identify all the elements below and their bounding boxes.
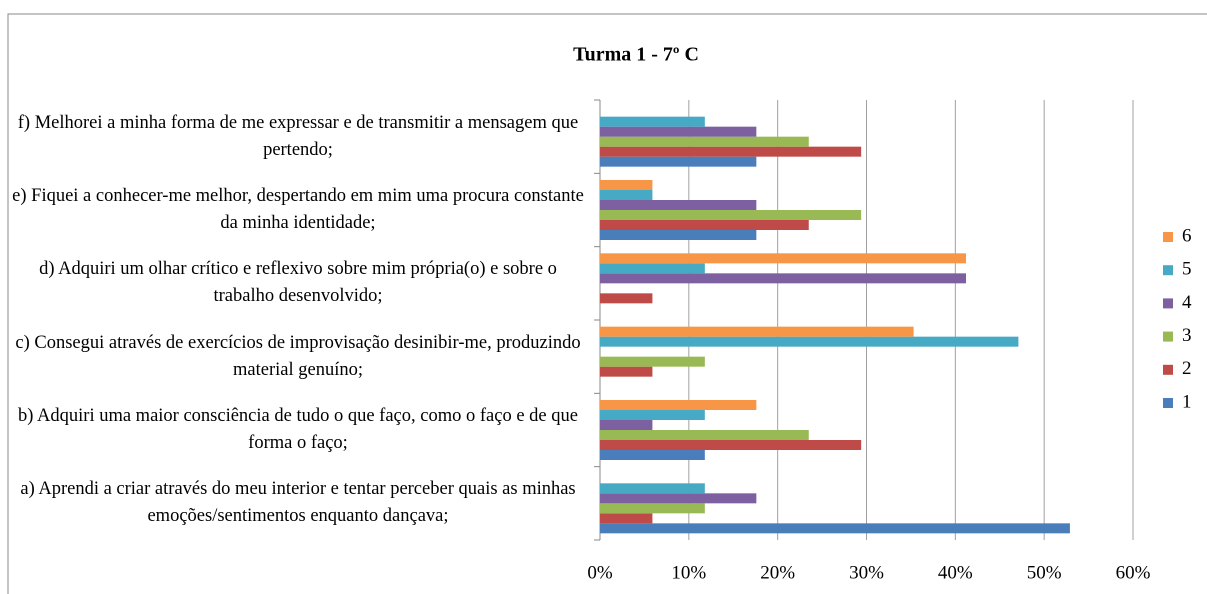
legend-label: 6: [1182, 225, 1192, 246]
y-tick-label: e) Fiquei a conhecer-me melhor, desperta…: [12, 186, 584, 233]
y-tick-label: b) Adquiri uma maior consciência de tudo…: [18, 406, 578, 453]
legend-swatch: [1163, 232, 1173, 242]
bar: [600, 230, 757, 240]
bar: [600, 293, 653, 304]
x-tick-label: 40%: [938, 562, 973, 583]
bar: [600, 116, 705, 127]
bar: [600, 210, 862, 220]
bar: [600, 503, 705, 514]
bar: [600, 263, 705, 274]
bar: [600, 326, 914, 337]
legend-label: 3: [1182, 325, 1192, 346]
bar: [600, 146, 862, 157]
chart-frame: [7, 13, 1207, 594]
bar: [600, 366, 653, 377]
bar: [600, 220, 809, 230]
bar: [600, 180, 653, 190]
x-tick-label: 10%: [671, 562, 706, 583]
legend-label: 1: [1182, 391, 1192, 412]
y-tick-label: a) Aprendi a criar através do meu interi…: [20, 479, 576, 527]
bar: [600, 440, 862, 450]
y-tick-label: f) Melhorei a minha forma de me expressa…: [17, 112, 579, 160]
bar: [600, 156, 757, 167]
x-tick-label: 0%: [587, 562, 613, 583]
chart-title: Turma 1 - 7º C: [573, 44, 699, 66]
bar: [600, 493, 757, 504]
legend-label: 2: [1182, 358, 1192, 379]
bar: [600, 273, 966, 284]
x-tick-label: 60%: [1116, 562, 1151, 583]
legend-swatch: [1163, 265, 1173, 276]
legend-label: 5: [1182, 259, 1192, 280]
bar: [600, 136, 809, 147]
y-tick-label: c) Consegui através de exercícios de imp…: [15, 332, 581, 380]
bar: [600, 253, 966, 264]
bar: [600, 483, 705, 494]
legend-swatch: [1163, 398, 1173, 408]
x-tick-label: 20%: [760, 562, 795, 583]
bar: [600, 356, 705, 367]
legend-swatch: [1163, 298, 1173, 309]
bar: [600, 336, 1019, 347]
bar: [600, 190, 653, 200]
bar: [600, 513, 653, 524]
bar: [600, 450, 705, 460]
bar: [600, 523, 1070, 534]
bar: [600, 400, 757, 410]
bar: [600, 200, 757, 210]
legend-swatch: [1163, 331, 1173, 342]
bar: [600, 420, 653, 430]
legend-swatch: [1163, 364, 1173, 375]
x-tick-label: 50%: [1027, 562, 1062, 583]
legend-label: 4: [1182, 292, 1192, 313]
y-tick-label: d) Adquiri um olhar crítico e reflexivo …: [39, 259, 557, 307]
bar: [600, 430, 809, 440]
bar: [600, 126, 757, 137]
x-tick-label: 30%: [849, 562, 884, 583]
bar: [600, 410, 705, 420]
